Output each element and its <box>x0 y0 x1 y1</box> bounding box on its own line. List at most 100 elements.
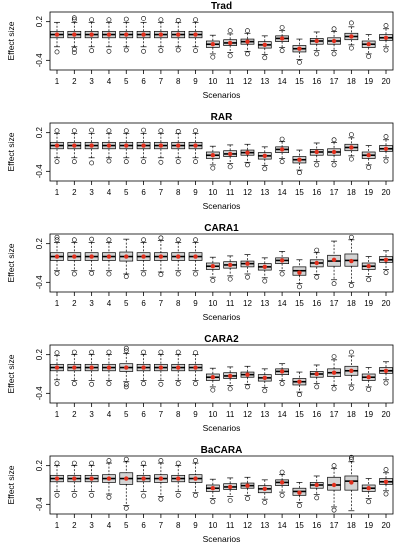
x-axis-label: Scenarios <box>203 201 241 211</box>
outlier-point <box>71 460 77 466</box>
box-13 <box>257 146 272 172</box>
x-tick-label: 3 <box>89 188 94 197</box>
outlier-point <box>123 456 129 462</box>
outlier-point <box>348 132 354 137</box>
box-9 <box>188 350 203 387</box>
box-18 <box>344 454 359 512</box>
outlier-point <box>262 166 268 172</box>
box-5 <box>119 16 134 53</box>
outlier-point <box>314 51 320 57</box>
x-tick-label: 5 <box>124 521 129 530</box>
outlier-point <box>262 278 268 284</box>
outlier-point <box>279 492 285 498</box>
box-10 <box>205 367 220 393</box>
box-20 <box>379 250 393 276</box>
box-13 <box>257 479 272 505</box>
outlier-point <box>262 55 268 61</box>
box-13 <box>257 257 272 284</box>
outlier-point <box>54 159 60 165</box>
x-tick-label: 16 <box>312 77 321 86</box>
y-tick-label: 0.2 <box>35 460 44 472</box>
outlier-point <box>348 456 354 462</box>
box-18 <box>344 20 359 51</box>
box-19 <box>361 367 376 392</box>
outlier-point <box>331 354 337 359</box>
x-axis-label: Scenarios <box>203 312 241 322</box>
box-mean <box>279 369 285 374</box>
x-tick-label: 15 <box>295 521 304 530</box>
outlier-point <box>245 496 250 501</box>
x-tick-label: 14 <box>278 521 287 530</box>
box-mean <box>383 479 389 484</box>
x-tick-label: 10 <box>208 188 217 197</box>
box-12 <box>240 28 255 57</box>
outlier-point <box>210 165 216 171</box>
box-mean <box>210 42 216 47</box>
x-tick-label: 9 <box>193 521 198 530</box>
box-6 <box>136 349 151 387</box>
box-16 <box>309 475 324 501</box>
outlier-point <box>175 128 181 134</box>
x-tick-label: 15 <box>295 77 304 86</box>
box-3 <box>84 236 99 276</box>
x-tick-label: 13 <box>260 188 269 197</box>
outlier-point <box>158 48 164 54</box>
box-17 <box>327 240 341 287</box>
x-tick-label: 4 <box>107 521 112 530</box>
box-15 <box>292 371 307 398</box>
box-mean <box>89 365 94 370</box>
outlier-point <box>279 48 285 54</box>
box-mean <box>89 476 94 481</box>
box-mean <box>158 254 164 259</box>
outlier-point <box>71 128 77 134</box>
x-tick-label: 14 <box>278 188 287 197</box>
x-tick-label: 9 <box>193 299 198 308</box>
box-mean <box>72 143 77 148</box>
x-tick-label: 12 <box>243 299 252 308</box>
x-tick-label: 5 <box>124 77 129 86</box>
x-tick-label: 12 <box>243 188 252 197</box>
outlier-point <box>297 392 302 398</box>
outlier-point <box>71 381 77 387</box>
outlier-point <box>175 381 181 387</box>
box-13 <box>257 368 272 394</box>
outlier-point <box>106 48 112 54</box>
x-tick-label: 7 <box>159 77 164 86</box>
outlier-point <box>106 128 112 134</box>
x-tick-label: 2 <box>72 521 77 530</box>
box-16 <box>309 247 324 280</box>
x-tick-label: 20 <box>382 188 391 197</box>
outlier-point <box>383 158 389 164</box>
outlier-point <box>331 507 337 513</box>
box-mean <box>349 258 354 264</box>
outlier-point <box>106 458 112 463</box>
box-mean <box>106 143 112 148</box>
outlier-point <box>366 277 372 283</box>
box-8 <box>171 460 186 498</box>
panel-title: CARA2 <box>204 334 239 345</box>
box-7 <box>154 235 168 277</box>
x-tick-label: 17 <box>330 521 339 530</box>
outlier-point <box>141 349 146 355</box>
box-mean <box>227 373 233 379</box>
outlier-point <box>106 271 112 277</box>
box-9 <box>188 237 203 277</box>
x-tick-label: 7 <box>159 299 164 308</box>
box-mean <box>245 39 250 44</box>
box-mean <box>349 480 354 485</box>
x-tick-label: 9 <box>193 77 198 86</box>
outlier-point <box>89 160 95 166</box>
box-1 <box>50 234 64 276</box>
box-9 <box>188 17 203 54</box>
box-mean <box>227 262 233 268</box>
box-5 <box>119 345 134 390</box>
box-mean <box>314 149 319 155</box>
x-tick-label: 10 <box>208 299 217 308</box>
box-4 <box>102 458 116 500</box>
outlier-point <box>175 237 181 243</box>
box-mean <box>124 254 129 259</box>
box-15 <box>292 149 307 176</box>
outlier-point <box>297 170 302 176</box>
panel-title: Trad <box>211 1 232 12</box>
